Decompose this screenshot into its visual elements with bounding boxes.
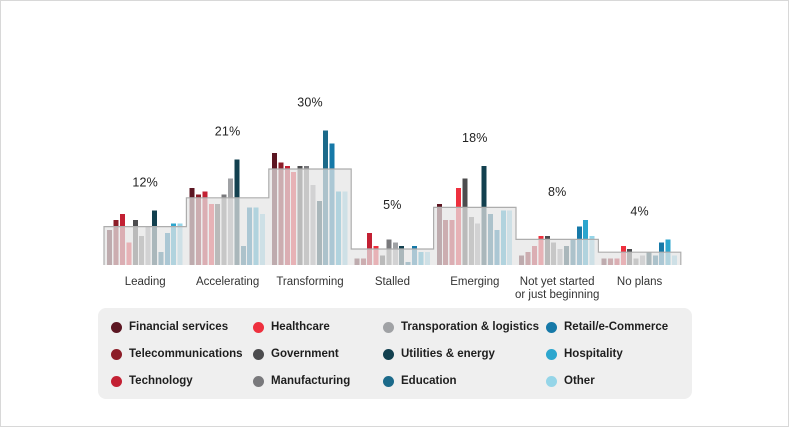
average-step-outline <box>103 168 682 265</box>
category-label: or just beginning <box>515 289 599 301</box>
legend-item-retail-e-commerce: Retail/e-Commerce <box>546 321 668 333</box>
legend-swatch <box>111 321 122 333</box>
legend-label: Retail/e-Commerce <box>564 321 669 333</box>
legend-item-telecommunications: Telecommunications <box>111 348 243 360</box>
group-average-label: 8% <box>548 185 566 199</box>
legend-label: Government <box>271 348 339 360</box>
legend-swatch <box>383 321 394 333</box>
category-label: Stalled <box>375 276 410 288</box>
legend-label: Healthcare <box>271 321 330 333</box>
average-step-area <box>104 169 681 265</box>
industry-maturity-bar-chart: 12% 21% 30% 5% 18% 8% 4% Leading Accelerating Tra… <box>103 96 682 301</box>
legend-swatch <box>546 321 557 333</box>
legend-item-transporation-logistics: Transporation & logistics <box>383 321 539 333</box>
legend-item-government: Government <box>253 348 339 360</box>
legend-label: Financial services <box>129 321 229 333</box>
legend-swatch <box>253 375 264 387</box>
legend-swatch <box>383 375 394 387</box>
group-average-label: 30% <box>297 96 323 110</box>
legend-swatch <box>253 321 264 333</box>
group-average-label: 21% <box>215 124 241 138</box>
legend-swatch <box>546 375 557 387</box>
legend-label: Utilities & energy <box>401 348 495 360</box>
group-average-label: 18% <box>462 131 488 145</box>
group-average-label: 5% <box>383 198 401 212</box>
legend-label: Manufacturing <box>271 375 351 387</box>
legend-item-technology: Technology <box>111 375 193 387</box>
category-label: Emerging <box>450 276 499 288</box>
category-label: Leading <box>125 276 166 288</box>
legend-label: Education <box>401 375 457 387</box>
legend-item-education: Education <box>383 375 457 387</box>
legend-label: Technology <box>129 375 193 387</box>
legend-panel: Financial services Telecommunications Tech… <box>98 308 692 399</box>
category-label: No plans <box>617 276 663 288</box>
legend-item-manufacturing: Manufacturing <box>253 375 350 387</box>
group-average-label: 12% <box>132 176 158 190</box>
legend-swatch <box>111 375 122 387</box>
legend-item-financial-services: Financial services <box>111 321 228 333</box>
category-label: Accelerating <box>196 276 259 288</box>
legend-item-utilities-energy: Utilities & energy <box>383 348 495 360</box>
category-label: Not yet started <box>520 276 595 288</box>
legend-item-hospitality: Hospitality <box>546 348 623 360</box>
legend-swatch <box>383 348 394 360</box>
legend-item-healthcare: Healthcare <box>253 321 330 333</box>
legend-label: Hospitality <box>564 348 623 360</box>
group-average-label: 4% <box>630 204 648 218</box>
legend-label: Telecommunications <box>129 348 243 360</box>
legend-swatch <box>111 348 122 360</box>
category-label: Transforming <box>276 276 343 288</box>
legend-item-other: Other <box>546 375 595 387</box>
legend-swatch <box>546 348 557 360</box>
legend-label: Transporation & logistics <box>401 321 540 333</box>
legend-swatch <box>253 348 264 360</box>
legend-label: Other <box>564 375 595 387</box>
